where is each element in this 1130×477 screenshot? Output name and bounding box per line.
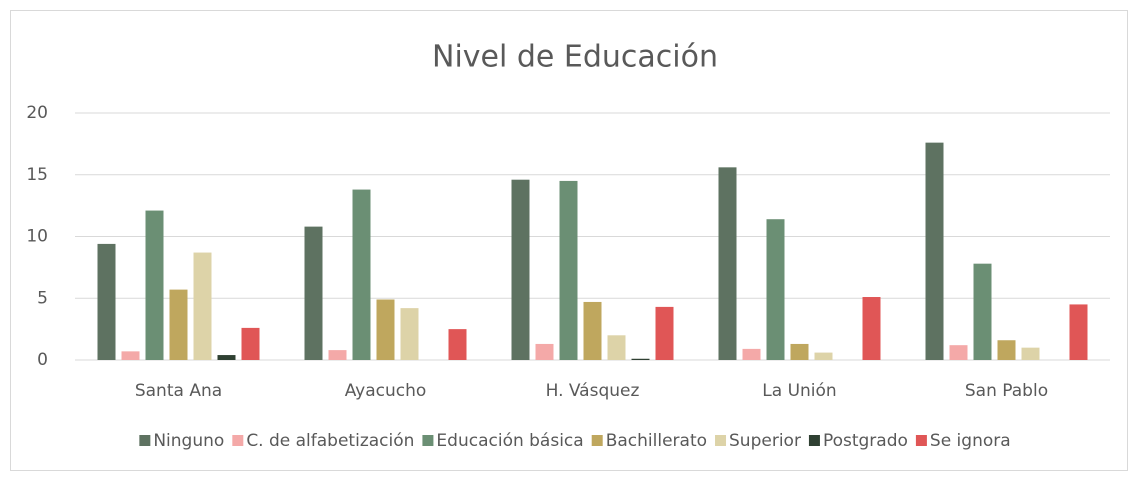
- bar: [376, 299, 395, 360]
- legend-swatch: [422, 435, 434, 446]
- legend-label: C. de alfabetización: [246, 431, 414, 451]
- bar: [535, 343, 554, 360]
- legend-label: Se ignora: [930, 431, 1011, 451]
- bar: [655, 306, 674, 360]
- bar: [304, 226, 323, 360]
- bar: [193, 252, 212, 360]
- bar: [145, 210, 164, 360]
- bar: [997, 340, 1016, 360]
- legend-swatch: [591, 435, 603, 446]
- bar: [718, 167, 737, 360]
- bar: [169, 289, 188, 360]
- bar: [511, 179, 530, 360]
- bar: [1021, 347, 1040, 360]
- bar: [607, 335, 626, 360]
- legend-swatch: [232, 435, 244, 446]
- y-tick-label: 15: [26, 165, 48, 185]
- bar: [790, 343, 809, 360]
- bar: [583, 301, 602, 360]
- legend-label: Superior: [729, 431, 801, 451]
- legend-label: Ninguno: [153, 431, 224, 451]
- bar: [631, 358, 650, 360]
- bar: [925, 142, 944, 360]
- bar: [400, 308, 419, 360]
- bar: [1069, 304, 1088, 360]
- bar: [949, 345, 968, 360]
- bar: [352, 189, 371, 360]
- legend-label: Postgrado: [823, 431, 908, 451]
- x-tick-label: Ayacucho: [345, 381, 427, 401]
- bar: [328, 350, 347, 360]
- legend-label: Educación básica: [436, 431, 583, 451]
- bar: [448, 329, 467, 360]
- y-tick-label: 0: [37, 350, 48, 370]
- legend-swatch: [715, 435, 727, 446]
- bar: [559, 180, 578, 360]
- bar: [97, 243, 116, 360]
- y-tick-label: 10: [26, 227, 48, 247]
- bar: [217, 355, 236, 360]
- bar: [973, 263, 992, 360]
- bar: [241, 327, 260, 360]
- x-tick-label: H. Vásquez: [546, 381, 640, 401]
- legend-swatch: [139, 435, 151, 446]
- legend-label: Bachillerato: [606, 431, 707, 451]
- bar: [862, 297, 881, 360]
- x-tick-label: Santa Ana: [135, 381, 222, 401]
- x-tick-label: San Pablo: [965, 381, 1048, 401]
- x-tick-label: La Unión: [762, 381, 836, 401]
- bar: [814, 352, 833, 360]
- bar: [766, 219, 785, 360]
- y-tick-label: 20: [26, 103, 48, 123]
- y-tick-label: 5: [37, 288, 48, 308]
- chart-title: Nivel de Educación: [432, 40, 718, 75]
- legend-swatch: [915, 435, 927, 446]
- legend: Ninguno C. de alfabetización Educación bás…: [139, 431, 1011, 451]
- legend-swatch: [808, 435, 820, 446]
- bar: [742, 348, 761, 360]
- bar: [121, 351, 140, 360]
